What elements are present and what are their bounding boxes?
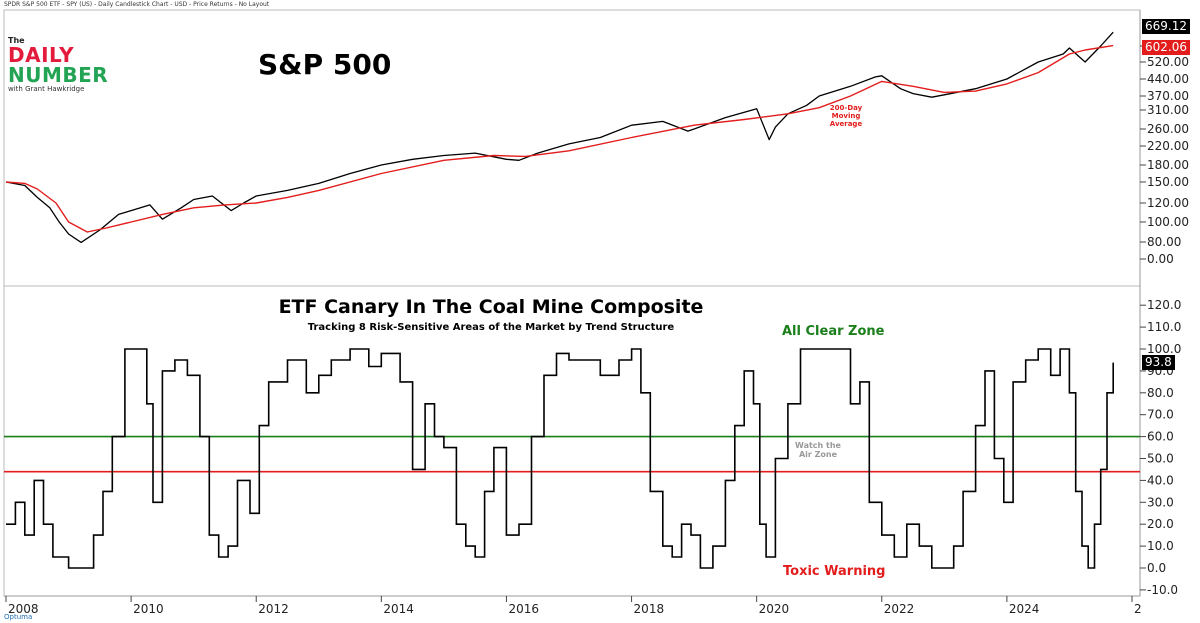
logo-with: with Grant Hawkridge <box>8 85 85 93</box>
bottom-y-tick-label: 100.0 <box>1147 342 1181 356</box>
x-tick-label: 2018 <box>634 602 665 616</box>
zone-lines <box>4 435 1140 473</box>
canary-last-value-badge: 93.8 <box>1142 355 1175 370</box>
x-tick-label: 2008 <box>8 602 39 616</box>
logo-the: The <box>8 36 25 45</box>
top-y-tick-label: 260.00 <box>1147 122 1189 136</box>
top-y-axis: 0.00 80.00 100.00 120.00 150.00 180.00 220.00 2… <box>1140 39 1189 266</box>
bottom-y-tick-label: -10.0 <box>1147 583 1178 597</box>
bottom-y-tick-label: 40.0 <box>1147 473 1174 487</box>
moving-average-line <box>5 44 1114 233</box>
bottom-y-tick-label: 0.0 <box>1147 561 1166 575</box>
canary-composite-line <box>6 348 1114 569</box>
x-tick-label: 2024 <box>1009 602 1040 616</box>
chart-header: SPDR S&P 500 ETF - SPY (US) - Daily Cand… <box>4 1 270 8</box>
all-clear-zone-label: All Clear Zone <box>782 324 885 339</box>
bottom-y-tick-label: 120.0 <box>1147 298 1181 312</box>
bottom-y-tick-label: 50.0 <box>1147 452 1174 466</box>
watch-zone-label: Watch the Air Zone <box>795 441 841 459</box>
x-tick-label: 2012 <box>258 602 289 616</box>
toxic-warning-label: Toxic Warning <box>783 564 886 579</box>
price-series-line <box>5 31 1114 244</box>
x-axis: 2008 2010 2012 2014 2016 2018 2020 2022 2024 2 <box>4 595 1142 616</box>
top-y-tick-label: 370.00 <box>1147 89 1189 103</box>
moving-average-badge: 602.06 <box>1142 40 1190 55</box>
top-y-tick-label: 180.00 <box>1147 158 1189 172</box>
bottom-y-tick-label: 110.0 <box>1147 320 1181 334</box>
x-tick-label: 2 <box>1134 602 1142 616</box>
x-tick-label: 2022 <box>884 602 915 616</box>
top-y-tick-label: 100.00 <box>1147 215 1189 229</box>
x-tick-label: 2020 <box>759 602 790 616</box>
logo-number: NUMBER <box>8 63 109 87</box>
top-y-tick-label: 310.00 <box>1147 103 1189 117</box>
bottom-y-axis: -10.0 0.0 10.0 20.0 30.0 40.0 50.0 60.0 70.0 80.0… <box>1140 298 1181 597</box>
bottom-chart-subtitle: Tracking 8 Risk-Sensitive Areas of the M… <box>307 322 675 333</box>
top-y-tick-label: 520.00 <box>1147 55 1189 69</box>
bottom-chart-title: ETF Canary In The Coal Mine Composite <box>278 296 704 318</box>
bottom-y-tick-label: 30.0 <box>1147 495 1174 509</box>
bottom-y-tick-label: 10.0 <box>1147 539 1174 553</box>
top-series <box>5 31 1114 244</box>
top-y-tick-label: 220.00 <box>1147 139 1189 153</box>
bottom-y-tick-label: 60.0 <box>1147 430 1174 444</box>
bottom-series <box>6 348 1114 569</box>
bottom-y-tick-label: 20.0 <box>1147 517 1174 531</box>
optuma-watermark: Optuma <box>4 613 33 621</box>
bottom-y-tick-label: 80.0 <box>1147 386 1174 400</box>
x-tick-label: 2010 <box>133 602 164 616</box>
top-y-tick-label: 80.00 <box>1147 235 1181 249</box>
top-y-tick-label: 120.00 <box>1147 196 1189 210</box>
top-y-tick-label: 150.00 <box>1147 175 1189 189</box>
top-y-tick-label: 440.00 <box>1147 72 1189 86</box>
last-close-badge: 669.12 <box>1142 19 1190 34</box>
x-tick-label: 2016 <box>508 602 539 616</box>
logo-daily: DAILY <box>8 43 75 67</box>
top-chart-title: S&P 500 <box>258 48 392 81</box>
moving-average-annotation: 200-Day Moving Average <box>829 104 863 128</box>
top-y-tick-label: 0.00 <box>1147 252 1174 266</box>
x-tick-label: 2014 <box>383 602 414 616</box>
daily-number-logo: The DAILY NUMBER with Grant Hawkridge <box>8 36 128 93</box>
bottom-y-tick-label: 70.0 <box>1147 408 1174 422</box>
